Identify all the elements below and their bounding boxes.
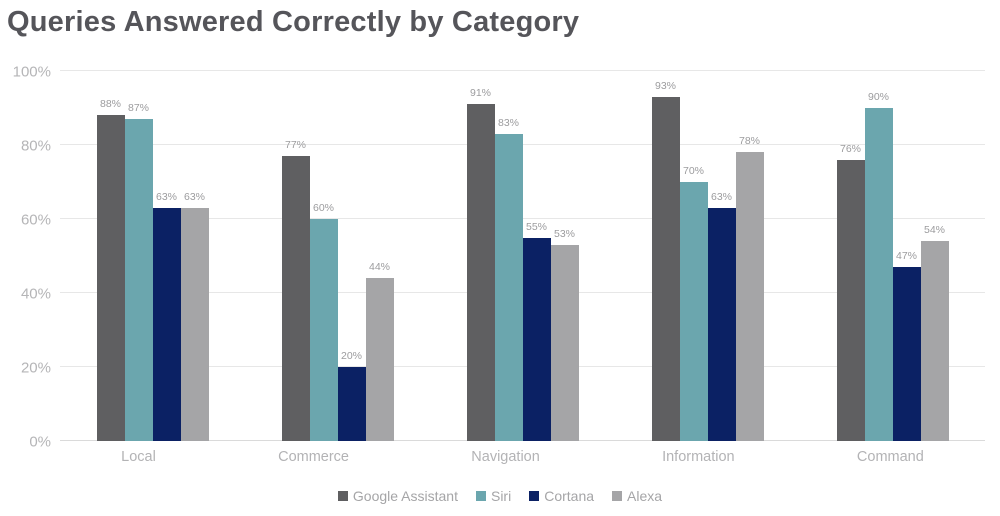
category-label-local: Local [121, 449, 156, 465]
legend-marker-icon [612, 491, 623, 501]
bar-value-label: 54% [923, 224, 946, 237]
gridline [60, 218, 985, 219]
legend: Google Assistant Siri Cortana Alexa [0, 488, 1000, 504]
bar-group-command: 76% 90% 47% 54% [836, 71, 949, 441]
bar-cortana [707, 207, 736, 441]
bar-column: 60% [309, 71, 338, 441]
bar-value-label: 78% [738, 135, 761, 148]
legend-item-siri: Siri [475, 488, 512, 504]
bar-value-label: 76% [839, 142, 862, 155]
bar-column: 53% [550, 71, 579, 441]
legend-marker-icon [529, 491, 540, 501]
bar-value-label: 60% [312, 202, 335, 214]
bar-value-label: 47% [895, 250, 918, 263]
bar-column: 63% [152, 71, 181, 441]
bar-value-label: 77% [284, 139, 307, 152]
category-label-navigation: Navigation [471, 449, 540, 465]
legend-label: Alexa [627, 488, 663, 504]
bar-cortana [892, 267, 921, 441]
y-axis-tick-label: 40% [20, 285, 51, 302]
gridline [60, 144, 985, 145]
bar-groups-row: 88% 87% 63% 63% 77% 60% 20% 44% 91% 83% 55% 53% 93% 7… [60, 71, 985, 441]
bar-value-label: 55% [525, 220, 548, 233]
bar-group-information: 93% 70% 63% 78% [651, 71, 764, 441]
bar-column: 76% [836, 71, 865, 441]
legend-item-cortana: Cortana [529, 488, 594, 504]
bar-alexa [180, 207, 209, 441]
bar-value-label: 88% [99, 98, 122, 111]
bar-column: 83% [494, 71, 523, 441]
bar-column: 20% [337, 71, 366, 441]
bar-column: 55% [522, 71, 551, 441]
bar-value-label: 44% [368, 261, 391, 274]
bar-group-navigation: 91% 83% 55% 53% [466, 71, 579, 441]
y-axis-tick-label: 100% [12, 63, 51, 80]
bar-value-label: 83% [497, 116, 520, 129]
legend-label: Cortana [544, 488, 595, 504]
bar-column: 70% [679, 71, 708, 441]
bar-column: 91% [466, 71, 495, 441]
bar-alexa [550, 244, 579, 441]
y-axis-tick-label: 80% [20, 137, 51, 154]
legend-marker-icon [337, 491, 348, 501]
bar-google-assistant [96, 115, 125, 441]
bar-google-assistant [651, 96, 680, 441]
bar-value-label: 90% [867, 91, 890, 103]
bar-siri [124, 119, 153, 441]
legend-item-alexa: Alexa [612, 488, 662, 504]
bar-column: 63% [707, 71, 736, 441]
bar-value-label: 63% [155, 190, 178, 203]
legend-label: Google Assistant [352, 488, 458, 504]
bar-cortana [337, 367, 366, 441]
gridline [60, 70, 985, 71]
category-label-information: Information [662, 449, 735, 465]
bar-value-label: 93% [654, 79, 677, 92]
bar-alexa [920, 241, 949, 441]
y-axis-tick-label: 20% [20, 359, 51, 376]
legend-marker-icon [475, 491, 486, 501]
bar-column: 90% [864, 71, 893, 441]
bar-column: 54% [920, 71, 949, 441]
bar-column: 93% [651, 71, 680, 441]
bar-google-assistant [466, 104, 495, 441]
bar-value-label: 87% [127, 102, 150, 115]
legend-label: Siri [490, 488, 512, 504]
chart-title: Queries Answered Correctly by Category [7, 6, 580, 38]
bar-value-label: 63% [183, 190, 206, 203]
bar-google-assistant [836, 159, 865, 441]
bar-alexa [735, 152, 764, 441]
bar-siri [864, 108, 893, 441]
bar-column: 87% [124, 71, 153, 441]
category-label-commerce: Commerce [278, 449, 349, 465]
bar-alexa [365, 278, 394, 441]
y-axis-tick-label: 0% [29, 433, 51, 450]
bar-value-label: 53% [553, 227, 576, 240]
bar-column: 44% [365, 71, 394, 441]
bar-value-label: 63% [710, 190, 733, 203]
bar-value-label: 20% [340, 350, 363, 362]
y-axis-tick-label: 60% [20, 211, 51, 228]
bar-cortana [152, 207, 181, 441]
bar-group-commerce: 77% 60% 20% 44% [281, 71, 394, 441]
bar-column: 78% [735, 71, 764, 441]
plot-area: 0% 20% 40% 60% 80% 100% 88% 87% 63% 63% 77% 60% 20% 4… [13, 63, 985, 450]
bar-value-label: 70% [682, 165, 705, 177]
bar-value-label: 91% [469, 87, 492, 100]
bar-siri [494, 133, 523, 441]
legend-item-google-assistant: Google Assistant [337, 488, 458, 504]
bar-cortana [522, 237, 551, 441]
bar-siri [309, 219, 338, 441]
bar-google-assistant [281, 156, 310, 441]
bar-column: 77% [281, 71, 310, 441]
bar-column: 88% [96, 71, 125, 441]
category-label-command: Command [856, 449, 924, 465]
bar-column: 63% [180, 71, 209, 441]
bar-siri [679, 182, 708, 441]
bar-column: 47% [892, 71, 921, 441]
x-axis-category-row: Local Commerce Navigation Information Comman… [60, 449, 985, 465]
bar-group-local: 88% 87% 63% 63% [96, 71, 209, 441]
